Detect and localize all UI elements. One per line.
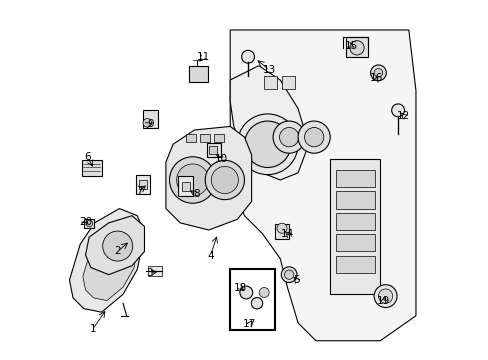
Bar xyxy=(209,146,217,154)
Polygon shape xyxy=(230,30,415,341)
Bar xyxy=(264,76,276,89)
Text: 12: 12 xyxy=(396,111,409,121)
Circle shape xyxy=(86,220,93,227)
Circle shape xyxy=(298,121,329,153)
Circle shape xyxy=(102,231,132,261)
Bar xyxy=(84,219,94,228)
Bar xyxy=(135,175,149,194)
Circle shape xyxy=(370,65,386,81)
Bar xyxy=(335,192,374,208)
Text: 14: 14 xyxy=(280,229,293,239)
Polygon shape xyxy=(82,223,139,301)
Text: 20: 20 xyxy=(79,217,92,227)
Bar xyxy=(335,170,374,187)
Bar xyxy=(335,213,374,230)
Text: 5: 5 xyxy=(292,275,299,285)
Circle shape xyxy=(241,50,254,63)
Circle shape xyxy=(143,118,151,127)
Text: 18: 18 xyxy=(234,283,247,293)
Text: 11: 11 xyxy=(196,52,210,62)
Polygon shape xyxy=(165,126,251,230)
Circle shape xyxy=(391,104,404,117)
Bar xyxy=(200,134,209,143)
Circle shape xyxy=(284,270,293,279)
Circle shape xyxy=(176,164,208,196)
Text: 3: 3 xyxy=(146,268,153,278)
Bar xyxy=(274,224,288,239)
Bar xyxy=(142,111,157,128)
Text: 8: 8 xyxy=(193,189,199,199)
Bar xyxy=(182,182,189,191)
Circle shape xyxy=(205,160,244,200)
Bar xyxy=(82,160,102,176)
Text: 17: 17 xyxy=(243,319,256,329)
Text: 2: 2 xyxy=(114,247,121,256)
Bar xyxy=(189,66,207,82)
Text: 6: 6 xyxy=(84,152,90,162)
Text: 7: 7 xyxy=(136,186,142,197)
Text: 4: 4 xyxy=(207,251,213,261)
Bar xyxy=(335,234,374,251)
Circle shape xyxy=(373,68,382,77)
Circle shape xyxy=(279,127,298,147)
Circle shape xyxy=(373,285,396,307)
Circle shape xyxy=(281,267,296,283)
Text: 13: 13 xyxy=(263,65,276,75)
Text: 10: 10 xyxy=(214,154,227,164)
Bar xyxy=(329,158,380,294)
Circle shape xyxy=(378,289,392,303)
Polygon shape xyxy=(69,208,144,312)
Circle shape xyxy=(304,127,323,147)
Circle shape xyxy=(244,121,290,167)
Text: 15: 15 xyxy=(345,41,358,51)
Circle shape xyxy=(211,166,238,194)
Bar xyxy=(148,266,162,276)
Circle shape xyxy=(251,297,262,309)
Bar xyxy=(282,76,294,89)
Circle shape xyxy=(259,288,268,297)
Text: 16: 16 xyxy=(369,73,383,83)
Circle shape xyxy=(272,121,305,153)
Bar xyxy=(214,134,224,143)
Text: 1: 1 xyxy=(89,324,96,334)
Circle shape xyxy=(240,286,252,299)
FancyBboxPatch shape xyxy=(230,269,274,330)
Polygon shape xyxy=(85,216,144,275)
Circle shape xyxy=(276,223,286,233)
Circle shape xyxy=(349,41,364,55)
Bar xyxy=(346,37,367,57)
Circle shape xyxy=(169,157,216,203)
Bar xyxy=(185,134,195,143)
Text: 19: 19 xyxy=(376,296,389,306)
Bar xyxy=(335,256,374,273)
Text: 9: 9 xyxy=(147,118,154,129)
Circle shape xyxy=(237,114,298,175)
Bar xyxy=(178,176,192,196)
Bar xyxy=(206,143,220,157)
Polygon shape xyxy=(230,66,308,180)
Bar xyxy=(139,180,147,189)
